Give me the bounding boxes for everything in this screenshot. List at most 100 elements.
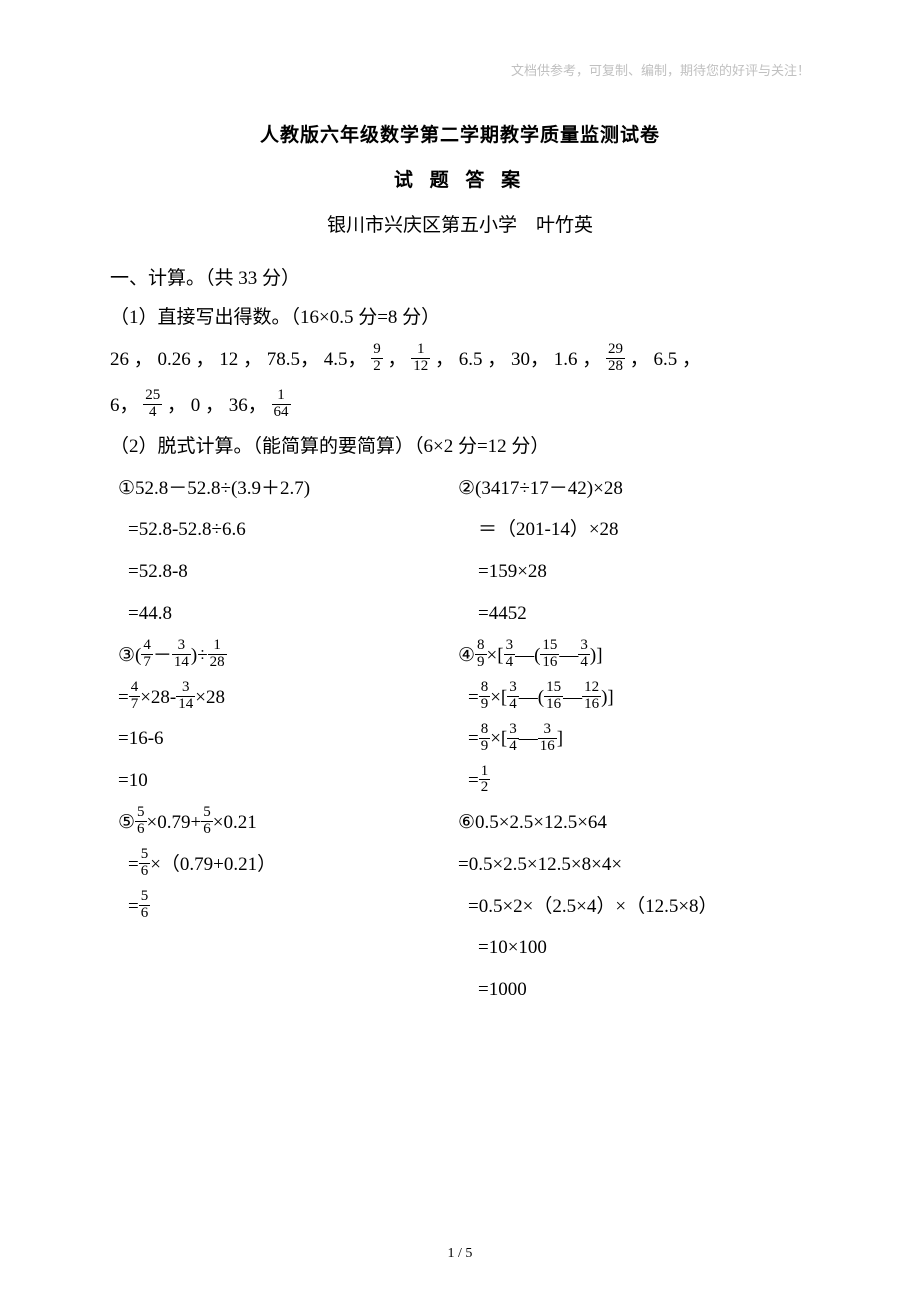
denominator: 4 — [507, 697, 519, 713]
q6: ⑥0.5×2.5×12.5×64 =0.5×2.5×12.5×8×4× =0.5… — [450, 802, 810, 1011]
numerator: 5 — [135, 805, 147, 822]
text: ×[ — [490, 728, 507, 749]
main-title: 人教版六年级数学第二学期教学质量监测试卷 — [110, 120, 810, 147]
numerator: 3 — [504, 638, 516, 655]
watermark-text: 文档供参考，可复制、编制，期待您的好评与关注！ — [511, 60, 810, 79]
q2-step: =4452 — [450, 593, 810, 635]
denominator: 4 — [143, 405, 162, 421]
denominator: 28 — [208, 655, 227, 671]
denominator: 12 — [411, 359, 430, 375]
q2-step: ＝（201-14）×28 — [450, 509, 810, 551]
q4-step: =89×[34—316] — [450, 718, 810, 760]
fraction: 56 — [139, 889, 151, 922]
numerator: 3 — [507, 680, 519, 697]
fraction: 2928 — [606, 342, 625, 375]
numerator: 3 — [538, 722, 557, 739]
denominator: 9 — [475, 655, 487, 671]
q5-step: =56×（0.79+0.21） — [110, 844, 410, 886]
q6-step: =1000 — [450, 969, 810, 1011]
numerator: 4 — [141, 638, 153, 655]
text: ] — [557, 728, 563, 749]
q5-step: =56 — [110, 886, 410, 928]
numerator: 4 — [129, 680, 141, 697]
q2-head: ②(3417÷17－42)×28 — [450, 468, 810, 510]
denominator: 16 — [540, 655, 559, 671]
fraction: 56 — [135, 805, 147, 838]
numerator: 12 — [582, 680, 601, 697]
section-1-head: 一、计算。（共 33 分） — [110, 263, 810, 290]
numerator: 9 — [371, 342, 383, 359]
text: ×（0.79+0.21） — [150, 854, 276, 875]
numerator: 3 — [507, 722, 519, 739]
denominator: 28 — [606, 359, 625, 375]
text: — — [559, 645, 578, 666]
fraction: 89 — [475, 638, 487, 671]
q6-head: ⑥0.5×2.5×12.5×64 — [450, 802, 810, 844]
text: )] — [601, 687, 614, 708]
fraction: 34 — [507, 722, 519, 755]
q4-step: =89×[34—(1516—1216)] — [450, 677, 810, 719]
denominator: 4 — [507, 739, 519, 755]
text: ， 6.5 ， — [630, 349, 701, 370]
text: ×[ — [487, 645, 504, 666]
fraction: 314 — [176, 680, 195, 713]
denominator: 2 — [371, 359, 383, 375]
denominator: 7 — [141, 655, 153, 671]
numerator: 1 — [272, 388, 291, 405]
text: — — [519, 728, 538, 749]
part-2-instruction: （2）脱式计算。（能简算的要简算）（6×2 分=12 分） — [110, 431, 810, 458]
fraction: 56 — [139, 847, 151, 880]
q3-step: =10 — [110, 760, 410, 802]
fraction: 34 — [504, 638, 516, 671]
document-page: 文档供参考，可复制、编制，期待您的好评与关注！ 人教版六年级数学第二学期教学质量… — [0, 0, 920, 1302]
text: )] — [590, 645, 603, 666]
q1-step: =52.8-8 — [110, 551, 410, 593]
fraction: 89 — [479, 722, 491, 755]
row-q1-q2: ①52.8－52.8÷(3.9＋2.7) =52.8-52.8÷6.6 =52.… — [110, 468, 810, 635]
denominator: 14 — [176, 697, 195, 713]
fraction: 316 — [538, 722, 557, 755]
denominator: 16 — [538, 739, 557, 755]
row-q5-q6: ⑤56×0.79+56×0.21 =56×（0.79+0.21） =56 ⑥0.… — [110, 802, 810, 1011]
subtitle: 试 题 答 案 — [110, 165, 810, 192]
row-q3-q4: ③(47－314)÷128 =47×28-314×28 =16-6 =10 ④8… — [110, 635, 810, 802]
numerator: 3 — [176, 680, 195, 697]
denominator: 6 — [201, 822, 213, 838]
text: ④ — [458, 645, 475, 666]
text: － — [153, 645, 172, 666]
text: — — [563, 687, 582, 708]
fraction: 12 — [479, 764, 491, 797]
text: )÷ — [191, 645, 208, 666]
numerator: 15 — [544, 680, 563, 697]
fraction: 314 — [172, 638, 191, 671]
part-1-instruction: （1）直接写出得数。（16×0.5 分=8 分） — [110, 302, 810, 329]
fraction: 254 — [143, 388, 162, 421]
q3-step: =16-6 — [110, 718, 410, 760]
q4: ④89×[34—(1516—34)] =89×[34—(1516—1216)] … — [450, 635, 810, 802]
denominator: 4 — [578, 655, 590, 671]
denominator: 2 — [479, 780, 491, 796]
denominator: 7 — [129, 697, 141, 713]
numerator: 1 — [411, 342, 430, 359]
denominator: 6 — [139, 906, 151, 922]
fraction: 47 — [141, 638, 153, 671]
q6-step: =0.5×2.5×12.5×8×4× — [450, 844, 810, 886]
denominator: 4 — [504, 655, 516, 671]
q4-step: =12 — [450, 760, 810, 802]
fraction: 1516 — [540, 638, 559, 671]
numerator: 1 — [208, 638, 227, 655]
text: 6， — [110, 395, 139, 416]
q1-step: =52.8-52.8÷6.6 — [110, 509, 410, 551]
numerator: 8 — [479, 722, 491, 739]
fraction: 128 — [208, 638, 227, 671]
q6-step: =0.5×2×（2.5×4）×（12.5×8） — [450, 886, 810, 928]
text: = — [118, 687, 129, 708]
q1-step: =44.8 — [110, 593, 410, 635]
fraction: 1216 — [582, 680, 601, 713]
numerator: 1 — [479, 764, 491, 781]
text: = — [468, 770, 479, 791]
denominator: 6 — [139, 864, 151, 880]
q1: ①52.8－52.8÷(3.9＋2.7) =52.8-52.8÷6.6 =52.… — [110, 468, 410, 635]
denominator: 16 — [582, 697, 601, 713]
denominator: 9 — [479, 697, 491, 713]
